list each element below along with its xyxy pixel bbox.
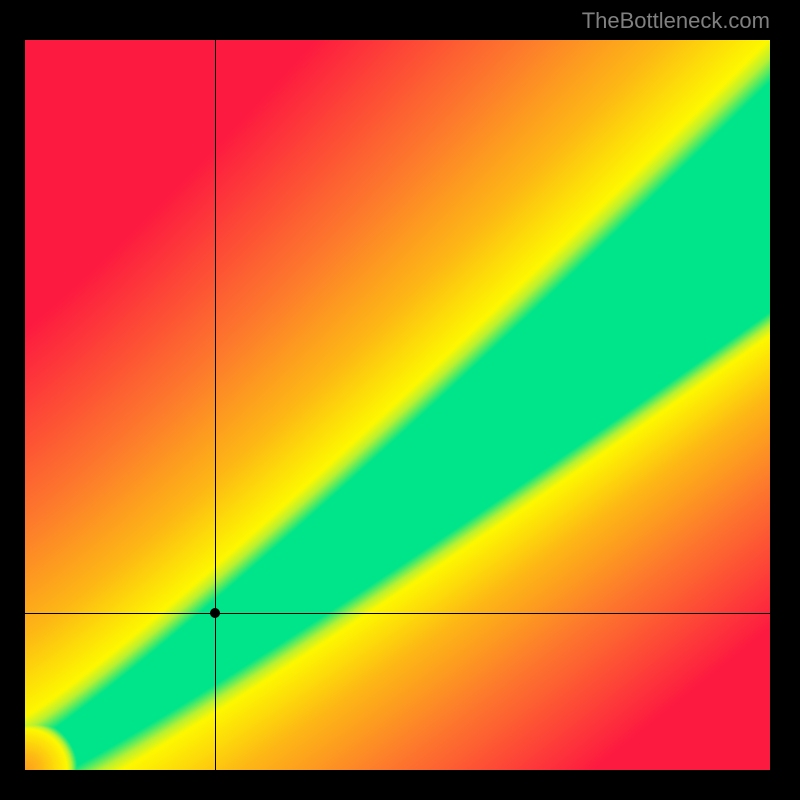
- crosshair-marker: [210, 608, 220, 618]
- chart-container: TheBottleneck.com: [0, 0, 800, 800]
- heatmap-canvas: [25, 40, 770, 770]
- crosshair-horizontal: [25, 613, 770, 614]
- attribution-text: TheBottleneck.com: [0, 8, 770, 34]
- heatmap-plot: [25, 40, 770, 770]
- crosshair-vertical: [215, 40, 216, 770]
